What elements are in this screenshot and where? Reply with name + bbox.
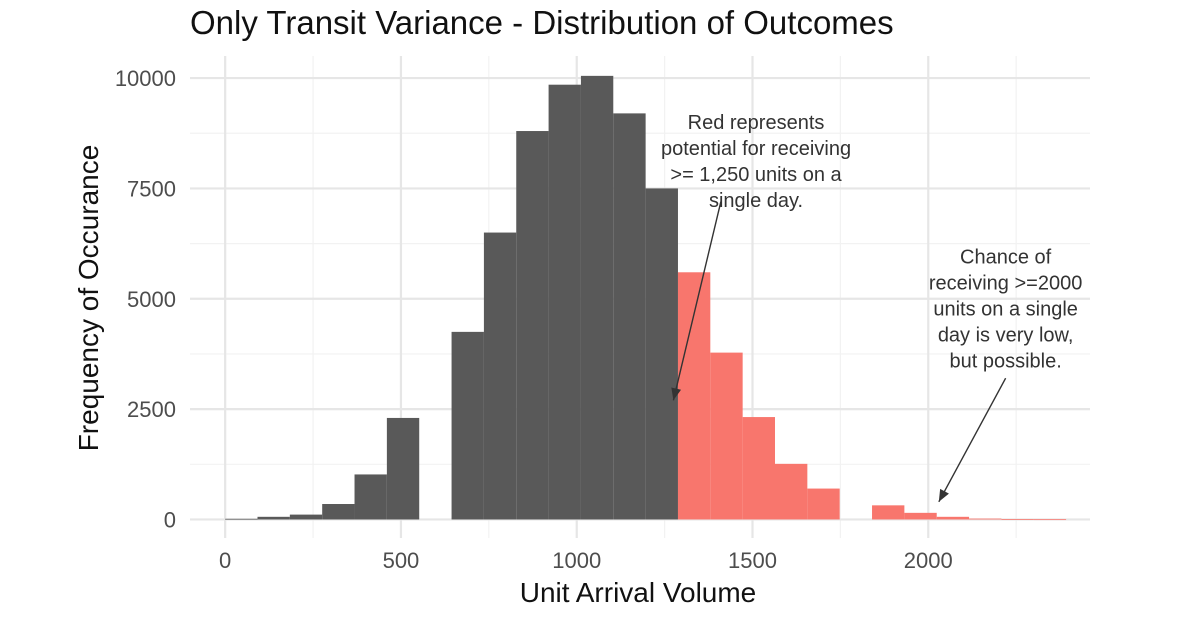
y-tick-label: 2500 — [127, 397, 176, 422]
bar-below-threshold — [548, 84, 581, 520]
bar-below-threshold — [451, 331, 484, 520]
bar-above-threshold — [710, 352, 743, 520]
bar-below-threshold — [613, 113, 646, 520]
x-axis-ticks: 0 500 1000 1500 2000 — [219, 548, 953, 573]
annotation-arrowhead — [938, 488, 949, 502]
x-tick-label: 0 — [219, 548, 231, 573]
y-tick-label: 10000 — [115, 66, 176, 91]
y-axis-title: Frequency of Occurance — [73, 145, 104, 452]
x-tick-label: 2000 — [904, 548, 953, 573]
bar-below-threshold — [483, 232, 517, 520]
bar-below-threshold — [354, 474, 387, 520]
bar-below-threshold — [580, 75, 614, 520]
bar-below-threshold — [225, 518, 258, 520]
bar-below-threshold — [645, 188, 678, 520]
bar-below-threshold — [322, 504, 355, 520]
annotation-text: Chance of receiving >=2000 units on a sing… — [929, 246, 1082, 372]
bar-above-threshold — [742, 417, 775, 520]
x-tick-label: 500 — [383, 548, 420, 573]
y-axis-ticks: 0 2500 5000 7500 10000 — [115, 66, 176, 532]
bar-above-threshold — [1001, 519, 1034, 520]
bar-below-threshold — [289, 514, 323, 520]
x-tick-label: 1000 — [552, 548, 601, 573]
bar-below-threshold — [257, 516, 290, 520]
bar-above-threshold — [872, 505, 905, 520]
y-tick-label: 0 — [164, 507, 176, 532]
y-tick-label: 5000 — [127, 287, 176, 312]
bar-above-threshold — [775, 463, 808, 520]
annotation-arrowhead — [671, 387, 682, 401]
bar-above-threshold — [1033, 519, 1067, 521]
annotation-text: Red represents potential for receiving >= … — [661, 112, 851, 212]
bar-below-threshold — [386, 417, 420, 520]
bar-above-threshold — [936, 516, 970, 520]
histogram-bars — [225, 75, 1067, 521]
annotations: Red represents potential for receiving >= … — [661, 112, 1082, 503]
bar-above-threshold — [969, 518, 1002, 520]
chart-title: Only Transit Variance - Distribution of … — [190, 4, 894, 41]
y-tick-label: 7500 — [127, 176, 176, 201]
bar-above-threshold — [807, 488, 840, 520]
x-tick-label: 1500 — [728, 548, 777, 573]
annotation-arrow — [938, 377, 1007, 503]
bar-above-threshold — [677, 272, 711, 520]
bar-above-threshold — [904, 512, 937, 520]
x-axis-title: Unit Arrival Volume — [520, 577, 757, 608]
annotation-arrow — [672, 201, 722, 401]
bar-below-threshold — [516, 131, 549, 520]
